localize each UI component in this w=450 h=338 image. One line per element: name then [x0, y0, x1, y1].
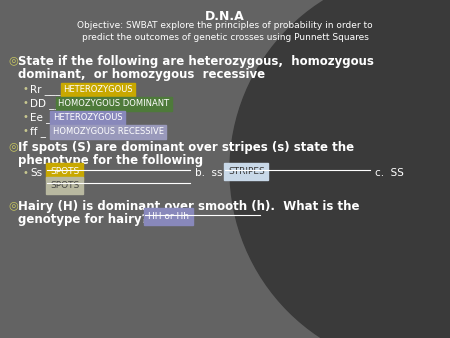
- Text: Objective: SWBAT explore the principles of probability in order to
predict the o: Objective: SWBAT explore the principles …: [77, 21, 373, 43]
- Text: genotype for hairy?: genotype for hairy?: [18, 213, 149, 226]
- Text: b.  ss: b. ss: [195, 168, 222, 178]
- Text: State if the following are heterozygous,  homozygous: State if the following are heterozygous,…: [18, 55, 374, 68]
- Text: •: •: [22, 126, 28, 136]
- Text: Rr ___: Rr ___: [30, 84, 60, 95]
- Text: HETEROZYGOUS: HETEROZYGOUS: [63, 85, 133, 94]
- Text: ◎: ◎: [8, 55, 18, 65]
- Text: DD __: DD __: [30, 98, 60, 109]
- Text: c.  SS: c. SS: [375, 168, 404, 178]
- Text: Ss: Ss: [30, 168, 42, 178]
- Text: SPOTS: SPOTS: [50, 181, 79, 190]
- Text: •: •: [22, 84, 28, 94]
- Text: If spots (S) are dominant over stripes (s) state the: If spots (S) are dominant over stripes (…: [18, 141, 354, 154]
- Text: Hairy (H) is dominant over smooth (h).  What is the: Hairy (H) is dominant over smooth (h). W…: [18, 200, 360, 213]
- Text: STRIPES: STRIPES: [228, 167, 265, 176]
- Circle shape: [230, 0, 450, 338]
- Text: •: •: [22, 112, 28, 122]
- Text: HETEROZYGOUS: HETEROZYGOUS: [53, 113, 122, 122]
- Text: ff _: ff _: [30, 126, 46, 137]
- Text: ◎: ◎: [8, 141, 18, 151]
- Text: •: •: [22, 168, 28, 178]
- Text: HOMOZYGOUS DOMINANT: HOMOZYGOUS DOMINANT: [58, 99, 169, 108]
- Text: SPOTS: SPOTS: [50, 167, 79, 176]
- Text: HH or Hh: HH or Hh: [148, 212, 189, 221]
- Text: dominant,  or homozygous  recessive: dominant, or homozygous recessive: [18, 68, 265, 81]
- Text: ◎: ◎: [8, 200, 18, 210]
- Text: phenotype for the following: phenotype for the following: [18, 154, 203, 167]
- Text: HOMOZYGOUS RECESSIVE: HOMOZYGOUS RECESSIVE: [53, 127, 164, 136]
- Text: •: •: [22, 98, 28, 108]
- Text: Ee _: Ee _: [30, 112, 51, 123]
- Text: D.N.A: D.N.A: [205, 10, 245, 23]
